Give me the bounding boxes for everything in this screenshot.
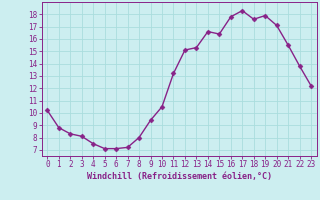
X-axis label: Windchill (Refroidissement éolien,°C): Windchill (Refroidissement éolien,°C) — [87, 172, 272, 181]
